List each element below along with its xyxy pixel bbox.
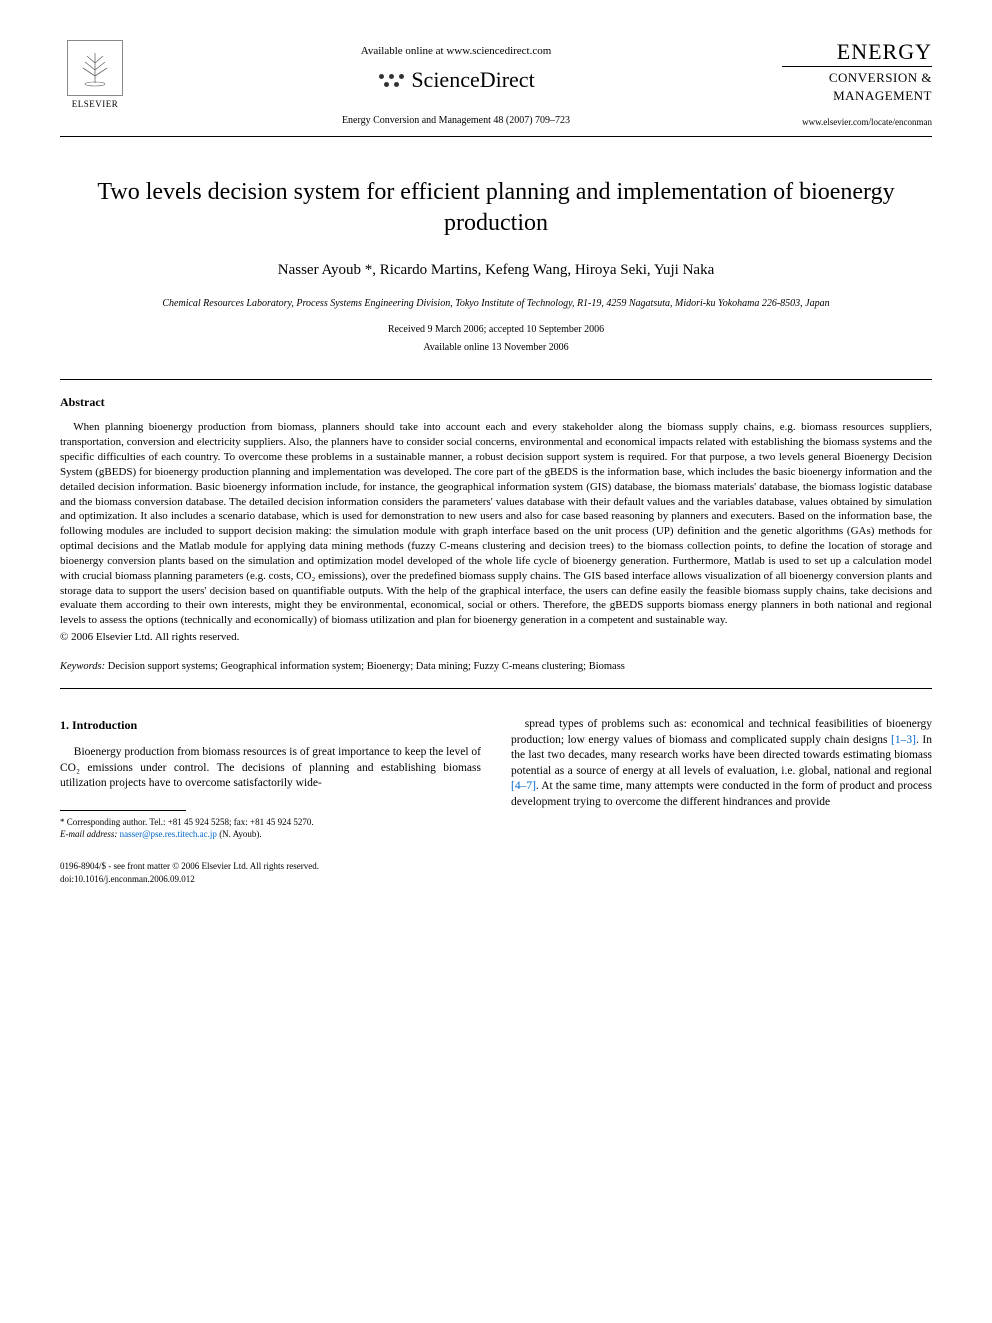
- intro-text-2c: . At the same time, many attempts were c…: [511, 780, 932, 808]
- header-row: ELSEVIER Available online at www.science…: [60, 40, 932, 128]
- doi-line: doi:10.1016/j.enconman.2006.09.012: [60, 873, 319, 886]
- intro-paragraph-2: spread types of problems such as: econom…: [511, 717, 932, 810]
- introduction-section: 1. Introduction Bioenergy production fro…: [60, 717, 932, 840]
- journal-url: www.elsevier.com/locate/enconman: [782, 116, 932, 129]
- authors: Nasser Ayoub *, Ricardo Martins, Kefeng …: [60, 260, 932, 281]
- column-left: 1. Introduction Bioenergy production fro…: [60, 717, 481, 840]
- abstract-heading: Abstract: [60, 394, 932, 411]
- footer-row: 0196-8904/$ - see front matter © 2006 El…: [60, 860, 932, 885]
- journal-logo-block: ENERGY CONVERSION & MANAGEMENT www.elsev…: [782, 40, 932, 128]
- elsevier-logo: ELSEVIER: [60, 40, 130, 111]
- abstract-copyright: © 2006 Elsevier Ltd. All rights reserved…: [60, 630, 932, 645]
- available-online-date: Available online 13 November 2006: [60, 341, 932, 355]
- elsevier-tree-icon: [67, 40, 123, 96]
- email-footnote: E-mail address: nasser@pse.res.titech.ac…: [60, 829, 481, 841]
- journal-reference: Energy Conversion and Management 48 (200…: [130, 114, 782, 128]
- email-author: (N. Ayoub).: [219, 829, 261, 839]
- keywords-label: Keywords:: [60, 661, 105, 672]
- keywords-text: Decision support systems; Geographical i…: [108, 661, 625, 672]
- header-rule: [60, 136, 932, 137]
- footnote-separator: [60, 810, 186, 811]
- received-date: Received 9 March 2006; accepted 10 Septe…: [60, 323, 932, 337]
- journal-subtitle: CONVERSION & MANAGEMENT: [782, 66, 932, 105]
- elsevier-label: ELSEVIER: [72, 98, 119, 111]
- citation-link-1-3[interactable]: [1–3]: [891, 734, 916, 746]
- affiliation: Chemical Resources Laboratory, Process S…: [60, 297, 932, 311]
- sciencedirect-icon: [377, 72, 405, 90]
- citation-link-4-7[interactable]: [4–7]: [511, 780, 536, 792]
- sciencedirect-logo: ScienceDirect: [377, 65, 534, 96]
- sciencedirect-text: ScienceDirect: [411, 65, 534, 96]
- column-right: spread types of problems such as: econom…: [511, 717, 932, 840]
- abstract-text: When planning bioenergy production from …: [60, 420, 932, 628]
- center-header: Available online at www.sciencedirect.co…: [130, 40, 782, 128]
- issn-line: 0196-8904/$ - see front matter © 2006 El…: [60, 860, 319, 873]
- intro-paragraph-1: Bioenergy production from biomass resour…: [60, 745, 481, 792]
- intro-text-2a: spread types of problems such as: econom…: [511, 718, 932, 746]
- corresponding-author-footnote: * Corresponding author. Tel.: +81 45 924…: [60, 817, 481, 829]
- section-heading-introduction: 1. Introduction: [60, 717, 481, 733]
- journal-title: ENERGY: [782, 40, 932, 64]
- footer-left: 0196-8904/$ - see front matter © 2006 El…: [60, 860, 319, 885]
- email-label: E-mail address:: [60, 829, 117, 839]
- keywords-row: Keywords: Decision support systems; Geog…: [60, 660, 932, 690]
- email-address[interactable]: nasser@pse.res.titech.ac.jp: [120, 829, 217, 839]
- available-online-text: Available online at www.sciencedirect.co…: [130, 44, 782, 59]
- abstract-section: Abstract When planning bioenergy product…: [60, 379, 932, 646]
- article-title: Two levels decision system for efficient…: [80, 177, 912, 239]
